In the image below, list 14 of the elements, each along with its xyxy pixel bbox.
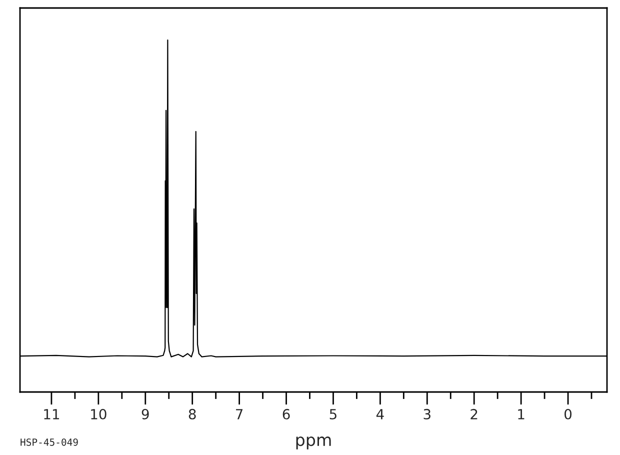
x-axis-title: ppm <box>296 436 331 450</box>
x-tick-label: 8 <box>188 408 196 420</box>
text: HSP-45-049 <box>20 438 78 446</box>
x-tick-label: 2 <box>470 408 478 420</box>
x-tick-label: 7 <box>236 409 243 420</box>
x-tick-label: 11 <box>44 409 60 420</box>
x-tick-label: 5 <box>330 409 336 420</box>
x-tick-label: 0 <box>564 408 572 420</box>
x-tick-label: 10 <box>91 408 106 420</box>
x-tick-label: 1 <box>518 409 524 420</box>
x-tick-label: 9 <box>142 408 149 420</box>
x-tick-label: 6 <box>282 408 290 420</box>
x-tick-label: 3 <box>424 408 430 420</box>
x-tick-label: 4 <box>376 409 384 420</box>
